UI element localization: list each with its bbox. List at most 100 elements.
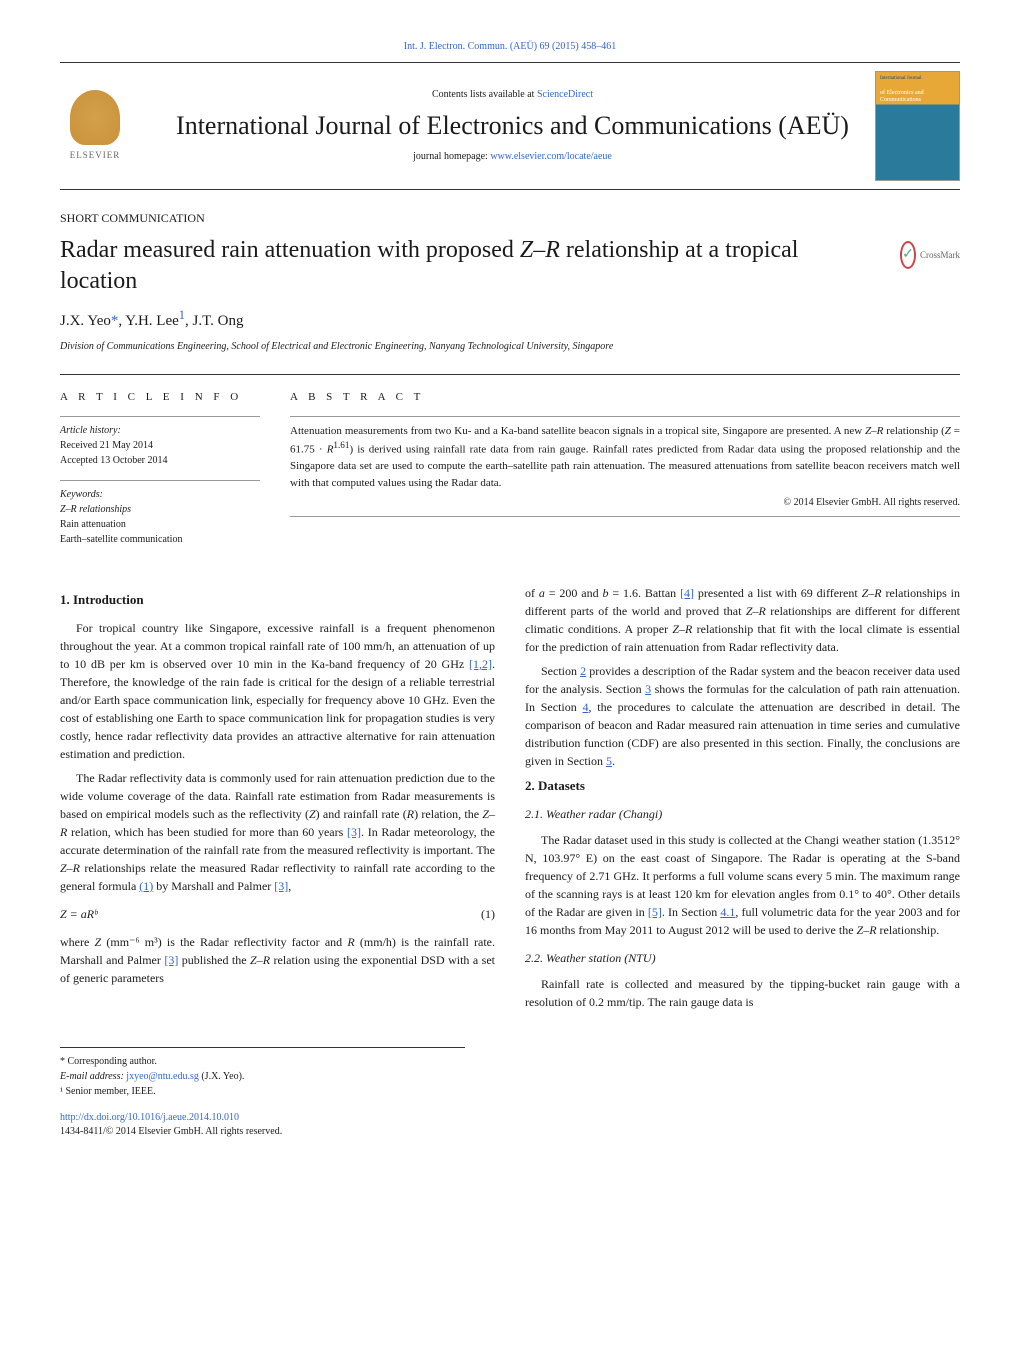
ref-link-1-2[interactable]: [1,2] (469, 657, 492, 671)
equation-1: Z = aRᵇ (1) (60, 905, 495, 923)
author-1: J.X. Yeo (60, 313, 111, 329)
s1p2-h: , (288, 879, 291, 893)
ref-link-3a[interactable]: [3] (347, 825, 361, 839)
email-author: (J.X. Yeo). (199, 1071, 245, 1082)
section-label: SHORT COMMUNICATION (60, 210, 960, 227)
body-column-left: 1. Introduction For tropical country lik… (60, 584, 495, 1018)
c2p2-a: Section (541, 664, 580, 678)
s21-para-1: The Radar dataset used in this study is … (525, 831, 960, 939)
cover-title-text: of Electronics and Communications (880, 90, 955, 103)
c2p1-c: = 1.6. Battan (608, 586, 680, 600)
journal-header: ELSEVIER Contents lists available at Sci… (60, 62, 960, 190)
homepage-prefix: journal homepage: (413, 151, 490, 162)
journal-title: International Journal of Electronics and… (150, 110, 875, 141)
authors: J.X. Yeo*, Y.H. Lee1, J.T. Ong (60, 307, 960, 332)
author-3: , J.T. Ong (185, 313, 243, 329)
body-column-right: of a = 200 and b = 1.6. Battan [4] prese… (525, 584, 960, 1018)
article-history: Article history: Received 21 May 2014 Ac… (60, 416, 260, 468)
elsevier-logo: ELSEVIER (60, 86, 130, 166)
ref-link-4[interactable]: [4] (680, 586, 694, 600)
history-label: Article history: (60, 423, 260, 438)
s1p2-zr2: Z–R (60, 861, 80, 875)
ref-link-sec41[interactable]: 4.1 (720, 905, 735, 919)
s21p1-b: . In Section (662, 905, 720, 919)
keyword-2: Rain attenuation (60, 517, 260, 532)
equation-1-body: Z = aRᵇ (60, 905, 465, 923)
divider (60, 374, 960, 375)
keyword-3: Earth–satellite communication (60, 532, 260, 547)
c2p1-a: of (525, 586, 539, 600)
s1p3-d: published the (178, 953, 250, 967)
c2p2-d: , the procedures to calculate the attenu… (525, 700, 960, 768)
keywords-label: Keywords: (60, 487, 260, 502)
footnote-1: ¹ Senior member, IEEE. (60, 1084, 465, 1099)
ref-link-5[interactable]: [5] (648, 905, 662, 919)
homepage-link[interactable]: www.elsevier.com/locate/aeue (490, 151, 612, 162)
crossmark-label: CrossMark (920, 249, 960, 262)
abstract-heading: a b s t r a c t (290, 390, 960, 405)
s22-para-1: Rainfall rate is collected and measured … (525, 975, 960, 1011)
kw1-text: Z–R relationships (60, 504, 131, 515)
c2p1-zr: Z–R (862, 586, 882, 600)
s1p1-a: For tropical country like Singapore, exc… (60, 621, 495, 671)
email-link[interactable]: jxyeo@ntu.edu.sg (126, 1071, 199, 1082)
elsevier-tree-icon (70, 90, 120, 145)
s1-para-2: The Radar reflectivity data is commonly … (60, 769, 495, 895)
cover-top-text: International Journal (880, 76, 955, 81)
doi-link[interactable]: http://dx.doi.org/10.1016/j.aeue.2014.10… (60, 1112, 239, 1123)
footnote-email: E-mail address: jxyeo@ntu.edu.sg (J.X. Y… (60, 1069, 465, 1084)
footnote-corresponding: * Corresponding author. (60, 1054, 465, 1069)
s1-para-3: where Z (mm⁻⁶ m³) is the Radar reflectiv… (60, 933, 495, 987)
c2p1-zr2: Z–R (746, 604, 766, 618)
abstract-text: Attenuation measurements from two Ku- an… (290, 416, 960, 518)
s1-para-1: For tropical country like Singapore, exc… (60, 619, 495, 763)
article-info-heading: a r t i c l e i n f o (60, 390, 260, 405)
equation-1-number: (1) (465, 905, 495, 923)
abs-t2: relationship ( (883, 425, 944, 437)
affiliation: Division of Communications Engineering, … (60, 340, 960, 354)
s1p2-z: Z (309, 807, 316, 821)
elsevier-label: ELSEVIER (70, 149, 121, 162)
c2p1-d: presented a list with 69 different (694, 586, 862, 600)
c2p2-e: . (612, 754, 615, 768)
abs-t7: ) is derived using rainfall rate data fr… (290, 444, 960, 489)
col2-para-1: of a = 200 and b = 1.6. Battan [4] prese… (525, 584, 960, 656)
section-2-1-heading: 2.1. Weather radar (Changi) (525, 805, 960, 823)
journal-cover-thumbnail: International Journal of Electronics and… (875, 71, 960, 181)
s1p3-zr: Z–R (250, 953, 270, 967)
abs-t0: Attenuation measurements from two Ku- an… (290, 425, 865, 437)
title-var: Z–R (520, 237, 560, 263)
c2p1-b: = 200 and (545, 586, 603, 600)
section-1-heading: 1. Introduction (60, 590, 495, 610)
ref-link-3c[interactable]: [3] (164, 953, 178, 967)
crossmark-badge[interactable]: CrossMark (900, 235, 960, 275)
s1p2-c: ) relation, the (414, 807, 482, 821)
ref-link-3b[interactable]: [3] (274, 879, 288, 893)
s1p3-b: (mm⁻⁶ m³) is the Radar reflectivity fact… (101, 935, 347, 949)
s1p1-b: . Therefore, the knowledge of the rain f… (60, 657, 495, 761)
c2p1-zr3: Z–R (672, 622, 692, 636)
article-title: Radar measured rain attenuation with pro… (60, 235, 880, 297)
keywords-block: Keywords: Z–R relationships Rain attenua… (60, 480, 260, 547)
contents-available: Contents lists available at ScienceDirec… (150, 88, 875, 102)
s1p3-a: where (60, 935, 95, 949)
col2-para-2: Section 2 provides a description of the … (525, 662, 960, 770)
author-2: , Y.H. Lee (118, 313, 178, 329)
email-label: E-mail address: (60, 1071, 126, 1082)
s1p2-d: relation, which has been studied for mor… (67, 825, 347, 839)
ref-link-eq1[interactable]: (1) (139, 879, 153, 893)
s1p2-b: ) and rainfall rate ( (316, 807, 407, 821)
s1p2-g: by Marshall and Palmer (153, 879, 274, 893)
sciencedirect-link[interactable]: ScienceDirect (537, 89, 593, 100)
article-info-column: a r t i c l e i n f o Article history: R… (60, 390, 260, 558)
keyword-1: Z–R relationships (60, 502, 260, 517)
issn-copyright: 1434-8411/© 2014 Elsevier GmbH. All righ… (60, 1125, 960, 1139)
section-2-heading: 2. Datasets (525, 776, 960, 796)
s1p3-r: R (347, 935, 354, 949)
section-2-2-heading: 2.2. Weather station (NTU) (525, 949, 960, 967)
title-pre: Radar measured rain attenuation with pro… (60, 237, 520, 263)
footer-meta: http://dx.doi.org/10.1016/j.aeue.2014.10… (60, 1111, 960, 1139)
crossmark-icon (900, 241, 916, 269)
abstract-copyright: © 2014 Elsevier GmbH. All rights reserve… (290, 495, 960, 510)
s21p1-d: relationship. (877, 923, 940, 937)
